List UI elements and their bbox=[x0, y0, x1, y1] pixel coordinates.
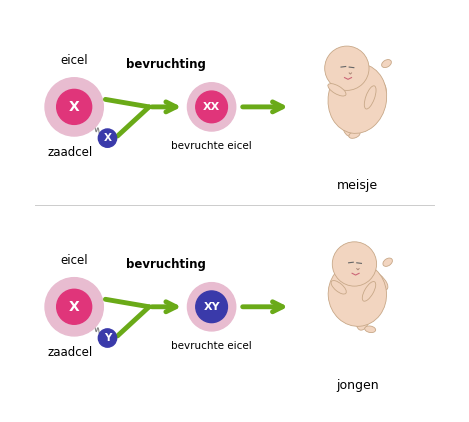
Circle shape bbox=[188, 283, 236, 331]
Text: eicel: eicel bbox=[61, 254, 88, 267]
Ellipse shape bbox=[382, 60, 391, 68]
Circle shape bbox=[332, 242, 377, 286]
Text: meisje: meisje bbox=[337, 179, 378, 192]
Text: eicel: eicel bbox=[61, 54, 88, 68]
Circle shape bbox=[57, 289, 91, 324]
Text: zaadcel: zaadcel bbox=[47, 346, 93, 360]
Ellipse shape bbox=[363, 68, 386, 94]
Text: bevruchting: bevruchting bbox=[126, 258, 206, 271]
Text: jongen: jongen bbox=[336, 379, 378, 392]
Circle shape bbox=[98, 129, 117, 147]
Text: X: X bbox=[69, 300, 80, 314]
Ellipse shape bbox=[328, 64, 387, 133]
Circle shape bbox=[196, 91, 227, 123]
Ellipse shape bbox=[328, 262, 386, 326]
Circle shape bbox=[98, 329, 117, 347]
Text: zaadcel: zaadcel bbox=[47, 146, 93, 160]
Text: X: X bbox=[104, 133, 112, 143]
Ellipse shape bbox=[362, 281, 376, 301]
Text: X: X bbox=[69, 100, 80, 114]
Ellipse shape bbox=[349, 131, 360, 138]
Ellipse shape bbox=[364, 86, 376, 109]
Ellipse shape bbox=[328, 84, 346, 96]
Text: XY: XY bbox=[203, 302, 220, 312]
Text: bevruchte eicel: bevruchte eicel bbox=[171, 341, 252, 352]
Circle shape bbox=[196, 291, 227, 322]
Ellipse shape bbox=[383, 258, 393, 266]
Ellipse shape bbox=[356, 307, 370, 330]
Ellipse shape bbox=[331, 281, 346, 294]
Ellipse shape bbox=[364, 269, 388, 290]
Text: Y: Y bbox=[104, 333, 111, 343]
Circle shape bbox=[57, 89, 91, 124]
Circle shape bbox=[45, 278, 103, 336]
Circle shape bbox=[325, 46, 369, 90]
Ellipse shape bbox=[342, 113, 355, 136]
Text: bevruchting: bevruchting bbox=[126, 59, 206, 71]
Text: bevruchte eicel: bevruchte eicel bbox=[171, 141, 252, 151]
Text: XX: XX bbox=[203, 102, 220, 112]
Circle shape bbox=[45, 78, 103, 136]
Circle shape bbox=[188, 83, 236, 131]
Ellipse shape bbox=[365, 326, 376, 333]
